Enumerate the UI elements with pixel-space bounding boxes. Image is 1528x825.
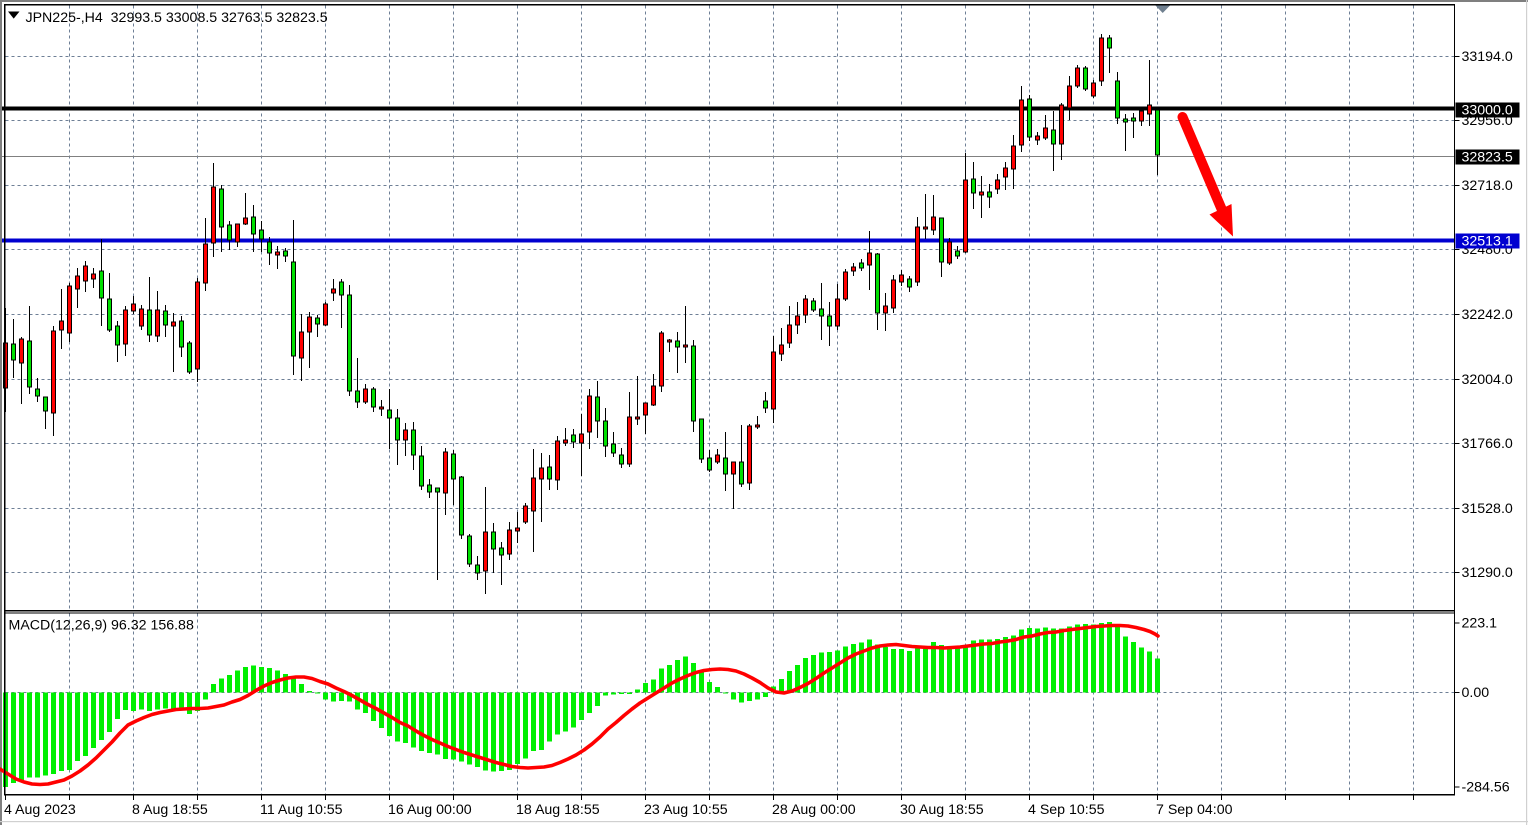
svg-text:32513.1: 32513.1 xyxy=(1462,234,1513,250)
svg-text:31766.0: 31766.0 xyxy=(1462,436,1513,452)
svg-text:0.00: 0.00 xyxy=(1462,685,1490,701)
svg-text:16 Aug 00:00: 16 Aug 00:00 xyxy=(388,802,472,818)
svg-text:33000.0: 33000.0 xyxy=(1462,103,1513,119)
svg-text:32004.0: 32004.0 xyxy=(1462,372,1513,388)
svg-text:7 Sep 04:00: 7 Sep 04:00 xyxy=(1156,802,1233,818)
svg-text:23 Aug 10:55: 23 Aug 10:55 xyxy=(644,802,728,818)
svg-text:30 Aug 18:55: 30 Aug 18:55 xyxy=(900,802,984,818)
svg-text:8 Aug 18:55: 8 Aug 18:55 xyxy=(132,802,208,818)
svg-text:32823.5: 32823.5 xyxy=(1462,150,1513,166)
svg-text:31528.0: 31528.0 xyxy=(1462,501,1513,517)
svg-text:28 Aug 00:00: 28 Aug 00:00 xyxy=(772,802,856,818)
svg-text:MACD(12,26,9) 96.32 156.88: MACD(12,26,9) 96.32 156.88 xyxy=(9,618,194,634)
svg-text:33194.0: 33194.0 xyxy=(1462,49,1513,65)
svg-text:4 Sep 10:55: 4 Sep 10:55 xyxy=(1028,802,1105,818)
svg-text:-284.56: -284.56 xyxy=(1462,780,1510,796)
svg-text:31290.0: 31290.0 xyxy=(1462,565,1513,581)
svg-text:4 Aug 2023: 4 Aug 2023 xyxy=(4,802,76,818)
svg-text:32718.0: 32718.0 xyxy=(1462,178,1513,194)
svg-text:32242.0: 32242.0 xyxy=(1462,307,1513,323)
svg-text:JPN225-,H4 32993.5 33008.5 32: JPN225-,H4 32993.5 33008.5 32763.5 32823… xyxy=(26,10,328,26)
svg-text:11 Aug 10:55: 11 Aug 10:55 xyxy=(260,802,343,818)
svg-text:18 Aug 18:55: 18 Aug 18:55 xyxy=(516,802,600,818)
svg-text:223.1: 223.1 xyxy=(1462,616,1498,632)
